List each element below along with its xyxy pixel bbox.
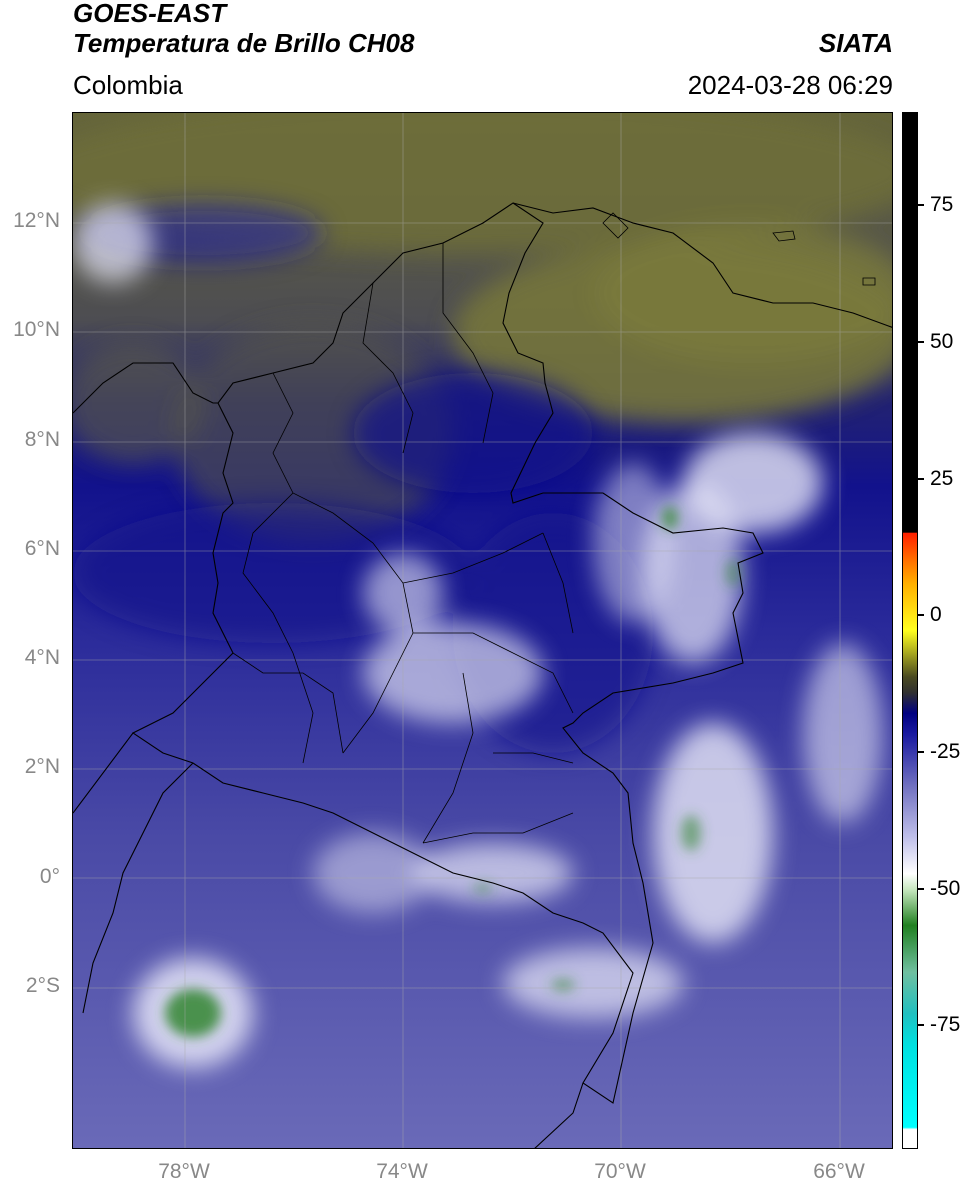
- lat-label-12n: 12°N: [13, 209, 60, 232]
- timestamp-label: 2024-03-28 06:29: [687, 70, 893, 100]
- lat-label-6n: 6°N: [24, 537, 60, 560]
- colorbar-label: -75: [930, 1013, 961, 1036]
- peru-brazil-border: [534, 1082, 584, 1148]
- colorbar-label: -50: [930, 877, 961, 900]
- lat-label-10n: 10°N: [13, 318, 60, 341]
- panama-coast: [73, 362, 218, 414]
- lon-label-70w: 70°W: [594, 1160, 646, 1183]
- lat-label-4n: 4°N: [24, 646, 60, 669]
- colorbar: [902, 112, 918, 1149]
- colorbar-tick: [918, 341, 924, 343]
- colorbar-label: 75: [930, 193, 954, 216]
- very-cold-green-cores: [165, 506, 741, 1037]
- region-label: Colombia: [73, 70, 183, 100]
- lat-label-2s: 2°S: [25, 974, 60, 997]
- colorbar-label: 0: [930, 603, 942, 626]
- colorbar-tick: [918, 614, 924, 616]
- organization-label: SIATA: [818, 28, 893, 58]
- colorbar-tick: [918, 204, 924, 206]
- colorbar-tick: [918, 751, 924, 753]
- product-title: Temperatura de Brillo CH08: [73, 28, 415, 58]
- colorbar-label: 50: [930, 330, 954, 353]
- colorbar-label: 25: [930, 467, 954, 490]
- lon-label-74w: 74°W: [376, 1160, 428, 1183]
- country-and-department-borders: [73, 202, 892, 1148]
- internal-dept-lines: [232, 243, 574, 844]
- lat-label-8n: 8°N: [24, 428, 60, 451]
- ecuador-peru-border: [73, 732, 194, 1014]
- colorbar-tick: [918, 478, 924, 480]
- colombia-border: [131, 202, 764, 1104]
- venezuela-coast: [512, 202, 892, 328]
- colorbar-tick: [918, 1024, 924, 1026]
- lat-label-0: 0°: [39, 865, 60, 888]
- coast-islands: [602, 212, 876, 286]
- lon-label-66w: 66°W: [813, 1160, 865, 1183]
- colorbar-label: -25: [930, 740, 961, 763]
- lon-label-78w: 78°W: [158, 1160, 210, 1183]
- colorbar-tick: [918, 888, 924, 890]
- lat-label-2n: 2°N: [24, 755, 60, 778]
- satellite-title: GOES-EAST: [73, 0, 227, 28]
- satellite-map[interactable]: [72, 112, 893, 1149]
